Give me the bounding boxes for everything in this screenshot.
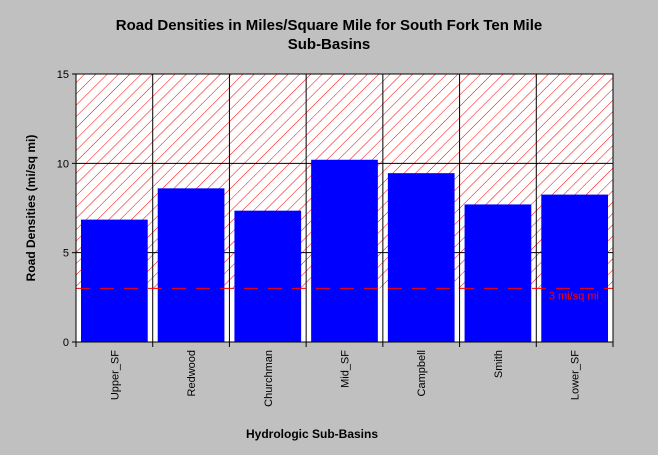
bar-Smith [464, 204, 532, 342]
y-tick-label: 5 [63, 248, 69, 260]
x-tick-label: Lower_SF [570, 350, 582, 400]
y-tick-label: 15 [57, 69, 69, 81]
bar-Upper_SF [81, 219, 148, 342]
x-tick-label: Mid_SF [340, 350, 352, 388]
x-tick-label: Churchman [263, 350, 275, 407]
bars [81, 159, 608, 342]
plot-border [75, 73, 614, 343]
x-tick-label: Redwood [186, 350, 198, 396]
y-axis-title: Road Densities (mi/sq mi) [24, 135, 38, 282]
chart-title-line-1: Road Densities in Miles/Square Mile for … [116, 17, 542, 34]
bar-Campbell [387, 173, 455, 342]
y-axis: 0 5 10 15 [57, 69, 76, 349]
x-tick-label: Upper_SF [109, 350, 121, 400]
y-tick-label: 10 [57, 158, 69, 170]
x-axis: Upper_SF Redwood Churchman Mid_SF Campbell Sm… [75, 342, 614, 407]
bar-Redwood [157, 188, 225, 342]
x-axis-title: Hydrologic Sub-Basins [246, 427, 378, 441]
chart-title-line-2: Sub-Basins [288, 36, 371, 53]
bar-Churchman [234, 210, 302, 342]
reference-line-label: 3 mi/sq mi [549, 290, 599, 302]
bar-Mid_SF [311, 159, 378, 342]
y-tick-label: 0 [63, 337, 69, 349]
x-tick-label: Campbell [416, 350, 428, 396]
x-tick-label: Smith [493, 350, 505, 378]
bar-Lower_SF [541, 194, 608, 342]
